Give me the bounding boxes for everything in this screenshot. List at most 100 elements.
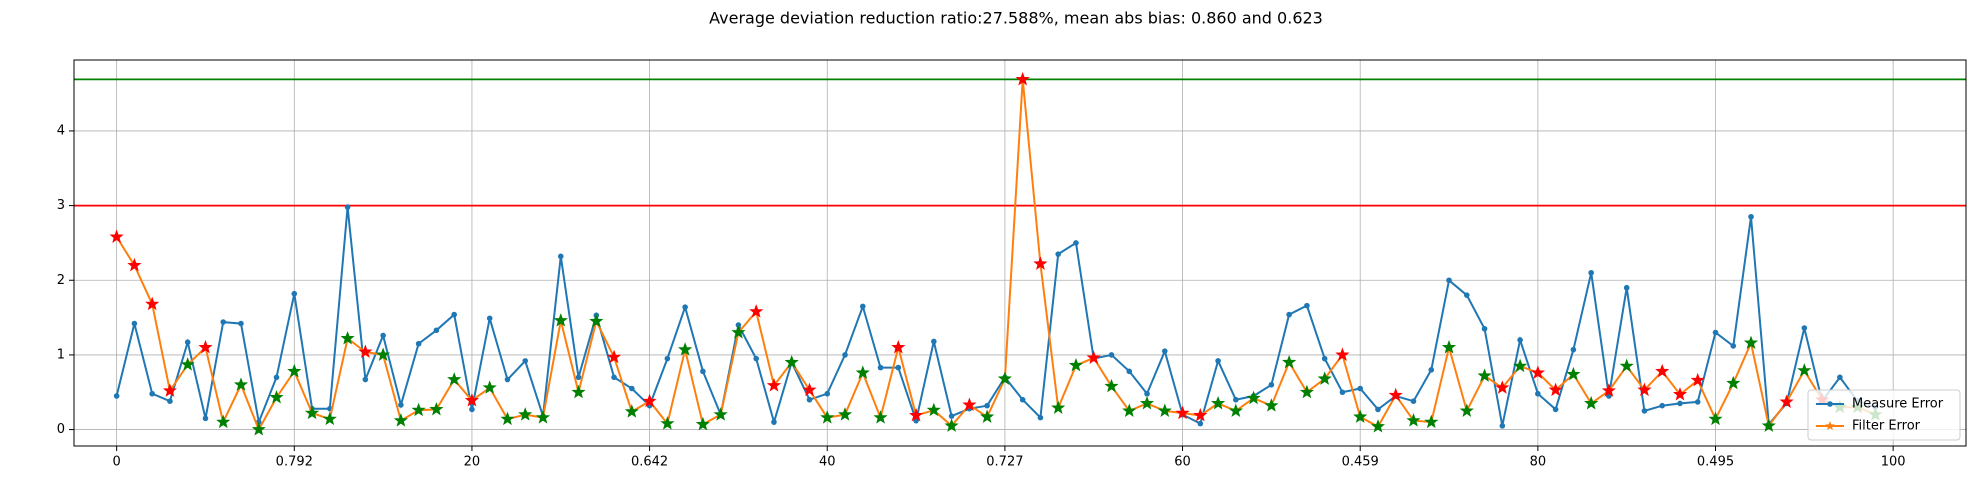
point [842, 352, 848, 358]
point [753, 355, 759, 362]
point [629, 385, 635, 392]
point [1641, 408, 1648, 414]
series-line [115, 206, 1876, 427]
point [802, 382, 817, 397]
point [1375, 406, 1381, 413]
point [1428, 367, 1435, 373]
point [1481, 325, 1488, 332]
x-tick-label: 0.495 [1697, 455, 1734, 470]
point [926, 402, 941, 417]
point [944, 418, 959, 432]
point [1584, 395, 1599, 410]
point [1748, 213, 1754, 220]
x-tick-label: 0.727 [986, 455, 1023, 470]
point [1304, 302, 1310, 309]
point [1655, 363, 1670, 378]
point [376, 347, 391, 361]
point [820, 410, 835, 424]
point [1463, 292, 1470, 298]
point [1601, 383, 1616, 397]
point [1268, 381, 1275, 388]
legend-marker [1825, 421, 1835, 430]
point [273, 374, 280, 381]
x-tick-label: 40 [819, 455, 836, 470]
point [948, 413, 955, 419]
point [624, 404, 639, 418]
point [109, 229, 124, 243]
point [1033, 256, 1048, 270]
point [1126, 368, 1133, 375]
point [113, 393, 120, 399]
point [1051, 400, 1066, 414]
point [1708, 411, 1723, 426]
point [1215, 358, 1221, 364]
point [1619, 358, 1634, 373]
point [202, 415, 209, 422]
point [398, 402, 404, 408]
point [358, 344, 373, 359]
point [1197, 420, 1204, 427]
point [859, 303, 866, 310]
point [855, 365, 870, 379]
point [1801, 325, 1808, 331]
x-tick-label: 100 [1881, 455, 1906, 470]
point [518, 407, 533, 421]
point [1459, 403, 1474, 417]
point [291, 290, 298, 297]
point [269, 390, 284, 404]
point [1477, 368, 1492, 382]
point [1570, 346, 1577, 353]
point [220, 319, 227, 325]
x-tick-label: 0.459 [1342, 455, 1379, 470]
point [1335, 347, 1350, 361]
point [1144, 390, 1150, 397]
point [1730, 343, 1737, 349]
y-tick-label: 2 [57, 273, 65, 288]
point [877, 364, 884, 371]
point [1317, 371, 1332, 385]
point [557, 253, 564, 260]
point [682, 304, 688, 310]
point [1019, 396, 1026, 403]
point [1499, 423, 1506, 429]
point [1441, 339, 1457, 354]
point [1037, 414, 1044, 421]
point [1548, 382, 1563, 397]
point [1623, 284, 1630, 291]
point [607, 349, 622, 364]
point [447, 372, 462, 386]
point [1122, 403, 1137, 417]
point [1513, 358, 1528, 373]
point [1712, 329, 1719, 336]
y-tick-label: 0 [57, 422, 65, 437]
point [1517, 337, 1523, 343]
legend-label: Filter Error [1852, 419, 1921, 434]
point [766, 378, 782, 392]
point [1233, 396, 1239, 403]
point [1761, 418, 1776, 432]
point [1157, 403, 1172, 417]
point [1246, 390, 1261, 405]
point [162, 383, 177, 397]
point [380, 332, 386, 339]
point [771, 419, 777, 425]
point [304, 405, 320, 420]
series-line [115, 79, 1876, 432]
point [469, 406, 475, 413]
legend-box [1807, 389, 1961, 441]
point [735, 322, 742, 328]
x-tick-label: 60 [1174, 455, 1191, 470]
point [1339, 389, 1346, 396]
point [184, 339, 191, 346]
point [500, 411, 515, 426]
point [713, 407, 728, 421]
point [362, 376, 369, 383]
point [642, 393, 657, 408]
point [1228, 403, 1243, 418]
point [1175, 405, 1190, 420]
point [1694, 399, 1701, 405]
point [1779, 394, 1794, 408]
point [1637, 382, 1652, 397]
point [575, 374, 582, 381]
